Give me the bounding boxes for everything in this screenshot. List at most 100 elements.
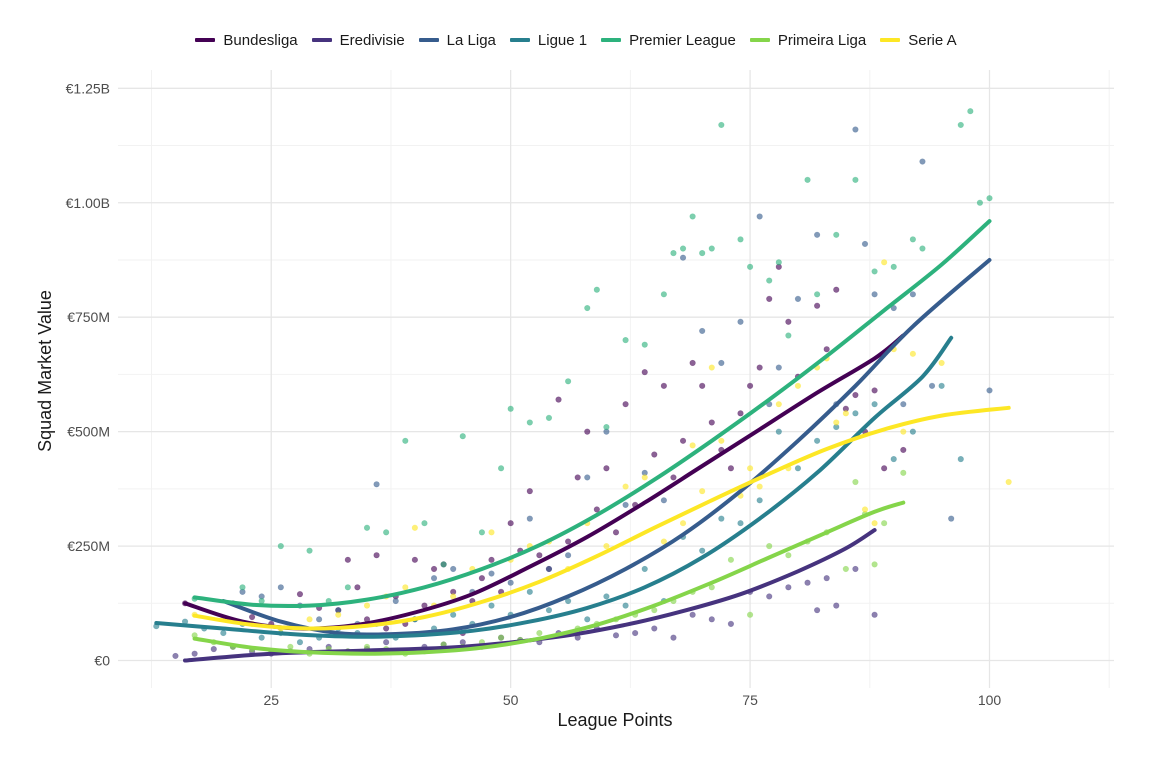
point-bundesliga: [660, 382, 667, 389]
y-tick-label: €1.25B: [66, 80, 110, 96]
point-ligue-1: [220, 629, 227, 637]
point-primeira-liga: [287, 643, 294, 650]
point-serie-a: [775, 401, 782, 408]
point-la-liga: [900, 401, 907, 408]
point-premier-league: [890, 263, 897, 270]
y-tick-label: €1.00B: [66, 195, 110, 211]
point-serie-a: [363, 602, 371, 609]
point-la-liga: [450, 565, 457, 573]
legend-item-ligue-1: Ligue 1: [509, 32, 587, 49]
y-tick-label: €750M: [67, 309, 110, 325]
point-bundesliga: [900, 446, 907, 454]
point-premier-league: [545, 414, 553, 422]
point-serie-a: [938, 359, 945, 367]
point-la-liga: [928, 382, 936, 389]
point-premier-league: [402, 437, 409, 444]
point-la-liga: [584, 474, 591, 481]
point-la-liga: [526, 515, 533, 522]
point-bundesliga: [708, 419, 715, 426]
point-bundesliga: [296, 591, 304, 598]
legend-item-premier-league: Premier League: [601, 32, 736, 49]
point-premier-league: [852, 176, 859, 183]
y-axis-title: Squad Market Value: [35, 290, 55, 452]
point-bundesliga: [814, 302, 821, 309]
point-la-liga: [919, 158, 926, 165]
point-la-liga: [699, 327, 706, 335]
point-bundesliga: [488, 556, 495, 563]
point-bundesliga: [871, 387, 878, 394]
point-premier-league: [603, 423, 610, 431]
legend-key-eredivisie: [311, 38, 332, 42]
point-bundesliga: [689, 359, 696, 367]
legend-key-premier-league: [601, 38, 622, 42]
grid-lines: [118, 70, 1114, 688]
point-premier-league: [344, 584, 351, 591]
point-serie-a: [900, 428, 907, 435]
point-premier-league: [737, 236, 744, 243]
point-ligue-1: [737, 520, 744, 527]
point-la-liga: [392, 597, 399, 605]
point-primeira-liga: [766, 542, 773, 550]
point-premier-league: [565, 378, 572, 385]
point-eredivisie: [871, 611, 878, 618]
point-bundesliga: [565, 538, 572, 545]
point-ligue-1: [622, 602, 629, 609]
point-bundesliga: [737, 410, 744, 417]
point-ligue-1: [545, 607, 553, 614]
point-la-liga: [794, 295, 802, 302]
point-premier-league: [306, 547, 313, 554]
point-la-liga: [909, 291, 916, 298]
point-ligue-1: [488, 602, 495, 609]
point-premier-league: [593, 286, 600, 293]
legend-label-bundesliga: Bundesliga: [223, 31, 298, 49]
point-la-liga: [861, 240, 869, 248]
point-premier-league: [957, 121, 964, 129]
point-bundesliga: [430, 565, 438, 573]
point-primeira-liga: [746, 611, 754, 618]
point-ligue-1: [718, 515, 725, 522]
x-tick-label: 50: [503, 692, 519, 708]
legend-key-serie-a: [880, 38, 901, 42]
point-serie-a: [756, 483, 763, 490]
point-bundesliga: [670, 474, 677, 481]
point-premier-league: [239, 584, 246, 591]
point-la-liga: [756, 213, 763, 220]
point-bundesliga: [248, 613, 256, 621]
point-serie-a: [488, 529, 495, 536]
trend-line-primeira-liga: [192, 500, 906, 656]
point-ligue-1: [775, 428, 782, 435]
point-serie-a: [881, 259, 888, 266]
point-ligue-1: [852, 410, 859, 417]
legend-label-eredivisie: Eredivisie: [339, 31, 405, 49]
trend-lines: [154, 219, 1011, 663]
point-ligue-1: [699, 547, 706, 554]
point-serie-a: [402, 584, 409, 591]
point-ligue-1: [794, 465, 802, 472]
point-primeira-liga: [727, 556, 735, 563]
legend-key-primeira-liga: [749, 38, 770, 42]
point-ligue-1: [258, 634, 265, 641]
point-la-liga: [775, 364, 782, 371]
point-eredivisie: [612, 632, 620, 639]
point-serie-a: [603, 542, 610, 550]
point-serie-a: [335, 611, 342, 618]
legend-key-la-liga: [418, 38, 439, 42]
axis-ticks: 25 50 75 100 €0 €250M €500M €750M €1.00B €1.25B: [66, 80, 1002, 708]
point-premier-league: [584, 304, 591, 312]
point-premier-league: [679, 245, 687, 252]
point-eredivisie: [766, 593, 773, 600]
point-premier-league: [459, 433, 466, 440]
point-bundesliga: [507, 520, 514, 527]
legend-key-ligue-1: [509, 38, 530, 42]
point-eredivisie: [651, 625, 658, 632]
y-tick-label: €0: [94, 653, 110, 669]
point-eredivisie: [823, 575, 830, 582]
point-ligue-1: [584, 616, 591, 623]
point-ligue-1: [909, 428, 916, 435]
point-premier-league: [277, 542, 284, 550]
point-bundesliga: [852, 391, 859, 399]
point-bundesliga: [603, 465, 610, 472]
legend-item-serie-a: Serie A: [880, 32, 957, 49]
point-bundesliga: [584, 428, 591, 435]
point-eredivisie: [172, 652, 179, 660]
